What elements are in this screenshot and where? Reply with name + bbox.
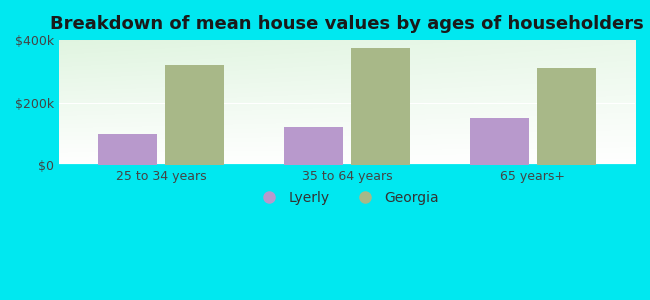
Legend: Lyerly, Georgia: Lyerly, Georgia xyxy=(250,185,444,210)
Bar xyxy=(470,118,529,165)
Bar xyxy=(98,134,157,165)
Bar xyxy=(165,65,224,165)
Bar xyxy=(536,68,596,165)
Bar xyxy=(351,48,410,165)
Title: Breakdown of mean house values by ages of householders: Breakdown of mean house values by ages o… xyxy=(50,15,644,33)
Bar xyxy=(284,128,343,165)
